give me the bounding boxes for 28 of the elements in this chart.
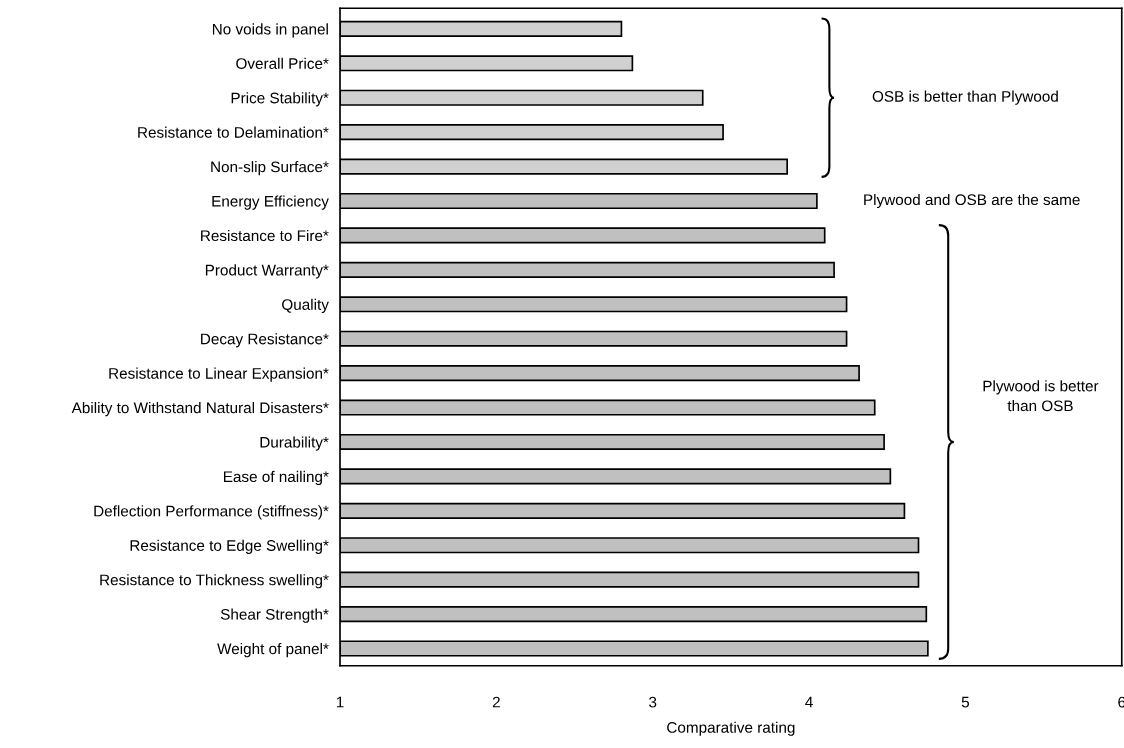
y-tick-label: Resistance to Thickness swelling* [100,574,329,589]
y-tick-label: Energy Efficiency [212,195,329,210]
y-tick-label: Resistance to Delamination* [138,126,329,138]
y-tick-label: Product Warranty* [205,264,329,279]
y-tick-label: Weight of panel* [217,642,329,658]
y-tick-label: Shear Strength* [220,608,329,623]
y-tick-label: Price Stability* [231,92,329,107]
x-tick-label: 4 [805,696,813,708]
y-tick-label: Quality [282,298,329,313]
y-tick-label: Resistance to Edge Swelling* [130,539,329,554]
annotation: Plywood is better than OSB [983,380,1099,412]
y-tick-label: Overall Price* [236,57,329,69]
y-tick-label: No voids in panel [212,23,328,38]
y-tick-label: Ease of nailing* [223,470,329,486]
annotation: Plywood and OSB are the same [864,193,1080,209]
y-tick-label: Durability* [260,436,329,451]
y-tick-label: Deflection Performance (stiffness)* [94,505,329,520]
annotation: OSB is better than Plywood [872,90,1058,105]
y-tick-label: Resistance to Fire* [201,229,329,242]
x-axis-title: Comparative rating [667,721,795,736]
x-tick-label: 3 [649,696,657,708]
x-tick-label: 5 [961,696,970,708]
y-tick-label: Non-slip Surface* [211,161,329,176]
x-tick-label: 2 [492,696,500,708]
x-tick-label: 1 [336,696,344,708]
y-tick-label: Resistance to Linear Expansion* [109,367,329,382]
y-tick-label: Ability to Withstand Natural Disasters* [71,402,329,417]
y-tick-label: Decay Resistance* [201,333,329,348]
